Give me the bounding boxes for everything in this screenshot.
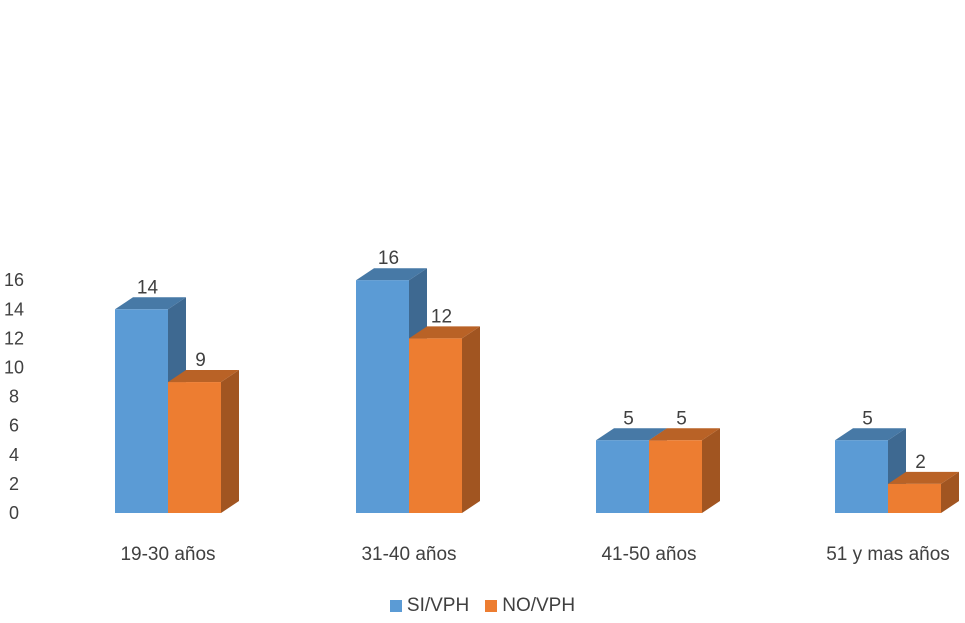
data-label-no-vph: 9 xyxy=(195,350,206,371)
bar-no-vph xyxy=(649,440,702,513)
y-tick-label: 10 xyxy=(4,358,24,378)
x-category-label: 31-40 años xyxy=(361,544,456,565)
x-category-label: 41-50 años xyxy=(601,544,696,565)
bar-top-si-vph xyxy=(115,297,186,310)
bar-top-si-vph xyxy=(835,428,906,441)
bar-side-no-vph xyxy=(941,471,959,513)
bar-si-vph xyxy=(835,440,888,513)
data-label-si-vph: 14 xyxy=(137,277,159,298)
data-label-no-vph: 5 xyxy=(676,408,687,429)
legend-label-no-vph: NO/VPH xyxy=(502,595,576,616)
legend-item-no-vph: NO/VPH xyxy=(485,595,575,617)
x-category-label: 19-30 años xyxy=(120,544,215,565)
bar-no-vph xyxy=(409,338,462,513)
legend-swatch-no-vph xyxy=(485,600,498,612)
legend-swatch-si-vph xyxy=(389,600,402,612)
bar-top-no-vph xyxy=(649,428,720,441)
y-tick-label: 2 xyxy=(9,474,19,494)
y-tick-label: 6 xyxy=(9,416,19,436)
legend: SI/VPH NO/VPH xyxy=(0,594,965,618)
bar-top-no-vph xyxy=(888,471,959,484)
bar-chart: 0 2 4 6 8 10 12 14 16 14 9 19-30 años 16 12 31-40 años… xyxy=(4,248,959,565)
legend-item-si-vph: SI/VPH xyxy=(389,595,470,617)
data-label-no-vph: 2 xyxy=(915,452,926,473)
bar-side-no-vph xyxy=(702,428,720,513)
y-tick-label: 4 xyxy=(9,445,19,465)
y-tick-label: 0 xyxy=(9,503,19,523)
data-label-si-vph: 5 xyxy=(862,408,873,429)
bar-side-no-vph xyxy=(462,326,480,513)
x-category-label: 51 y mas años xyxy=(826,544,950,565)
data-label-si-vph: 5 xyxy=(623,408,634,429)
bar-top-no-vph xyxy=(409,326,480,339)
bar-si-vph xyxy=(356,280,409,513)
bar-top-no-vph xyxy=(168,370,239,383)
y-tick-label: 14 xyxy=(4,299,24,319)
data-label-si-vph: 16 xyxy=(378,248,399,269)
y-tick-label: 16 xyxy=(4,270,24,290)
bar-no-vph xyxy=(888,483,941,513)
bar-si-vph xyxy=(596,440,649,513)
data-label-no-vph: 12 xyxy=(431,306,452,327)
bar-side-no-vph xyxy=(221,370,239,513)
bar-top-si-vph xyxy=(596,428,667,441)
bar-si-vph xyxy=(115,309,168,513)
y-tick-label: 12 xyxy=(4,328,24,348)
y-tick-label: 8 xyxy=(9,387,19,407)
bar-no-vph xyxy=(168,382,221,513)
bar-top-si-vph xyxy=(356,268,427,281)
legend-label-si-vph: SI/VPH xyxy=(406,595,470,616)
